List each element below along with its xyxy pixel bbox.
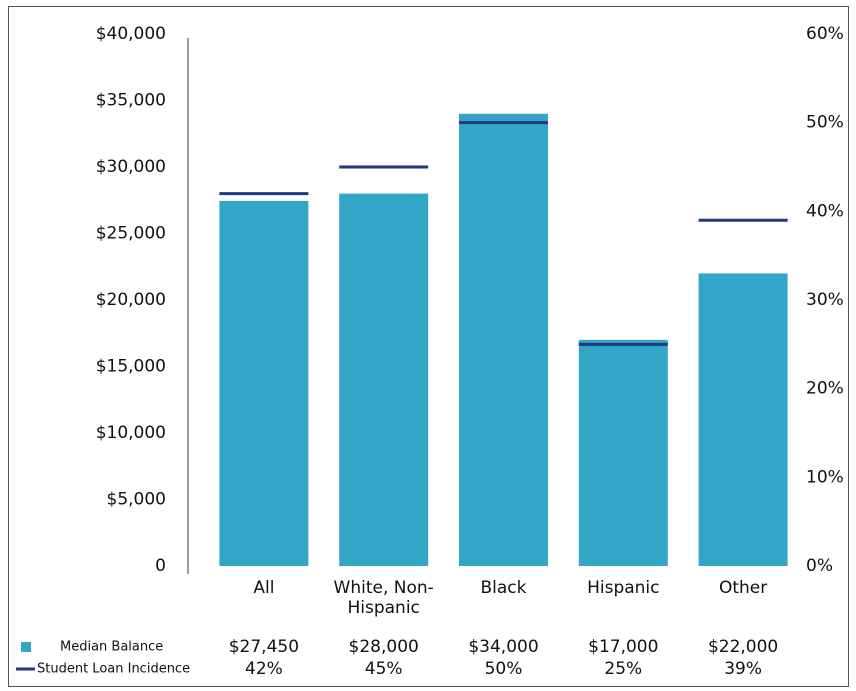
table-value: 25% <box>604 659 642 679</box>
legend-swatch <box>21 642 31 652</box>
table-value: $34,000 <box>468 637 538 657</box>
y-tick-label: $10,000 <box>96 423 166 443</box>
y2-tick-label: 50% <box>806 113 844 133</box>
x-tick-label-box: Other <box>718 578 768 598</box>
x-tick-label-box: White, Non-Hispanic <box>333 578 434 618</box>
x-tick-label: Black <box>480 578 527 598</box>
legend-label: Median Balance <box>60 640 163 655</box>
table-value: 50% <box>485 659 523 679</box>
x-tick-label-box: Black <box>480 578 527 598</box>
x-tick-label: White, Non-Hispanic <box>333 578 434 618</box>
bar <box>339 193 429 566</box>
bar <box>219 200 309 567</box>
table-value: $27,450 <box>229 637 299 657</box>
table-value: 42% <box>245 659 283 679</box>
x-tick-label: All <box>253 578 275 598</box>
y2-tick-label: 30% <box>806 290 844 310</box>
y-tick-label: $5,000 <box>107 490 166 510</box>
bar <box>698 273 788 566</box>
x-tick-label-box: All <box>253 578 275 598</box>
y-tick-label: $40,000 <box>96 24 166 44</box>
bar <box>459 113 548 567</box>
table-value: 45% <box>365 659 403 679</box>
legend-label: Student Loan Incidence <box>37 662 190 677</box>
y2-tick-label: 60% <box>806 24 844 44</box>
x-tick-label: Hispanic <box>587 578 660 598</box>
y-tick-label: 0 <box>155 556 166 576</box>
table-value: 39% <box>724 659 762 679</box>
y-tick-label: $15,000 <box>96 357 166 377</box>
y2-tick-label: 10% <box>806 467 844 487</box>
x-tick-label-box: Hispanic <box>587 578 660 598</box>
table-value: $22,000 <box>708 637 778 657</box>
table-value: $17,000 <box>588 637 658 657</box>
y2-tick-label: 40% <box>806 201 844 221</box>
x-tick-label: Other <box>718 578 768 598</box>
chart-border <box>8 6 849 687</box>
y-tick-label: $35,000 <box>96 91 166 111</box>
table-value: $28,000 <box>349 637 419 657</box>
y2-tick-label: 20% <box>806 379 844 399</box>
bar <box>578 339 668 566</box>
y-tick-label: $30,000 <box>96 157 166 177</box>
y-tick-label: $20,000 <box>96 290 166 310</box>
y-tick-label: $25,000 <box>96 224 166 244</box>
y2-tick-label: 0% <box>806 556 833 576</box>
